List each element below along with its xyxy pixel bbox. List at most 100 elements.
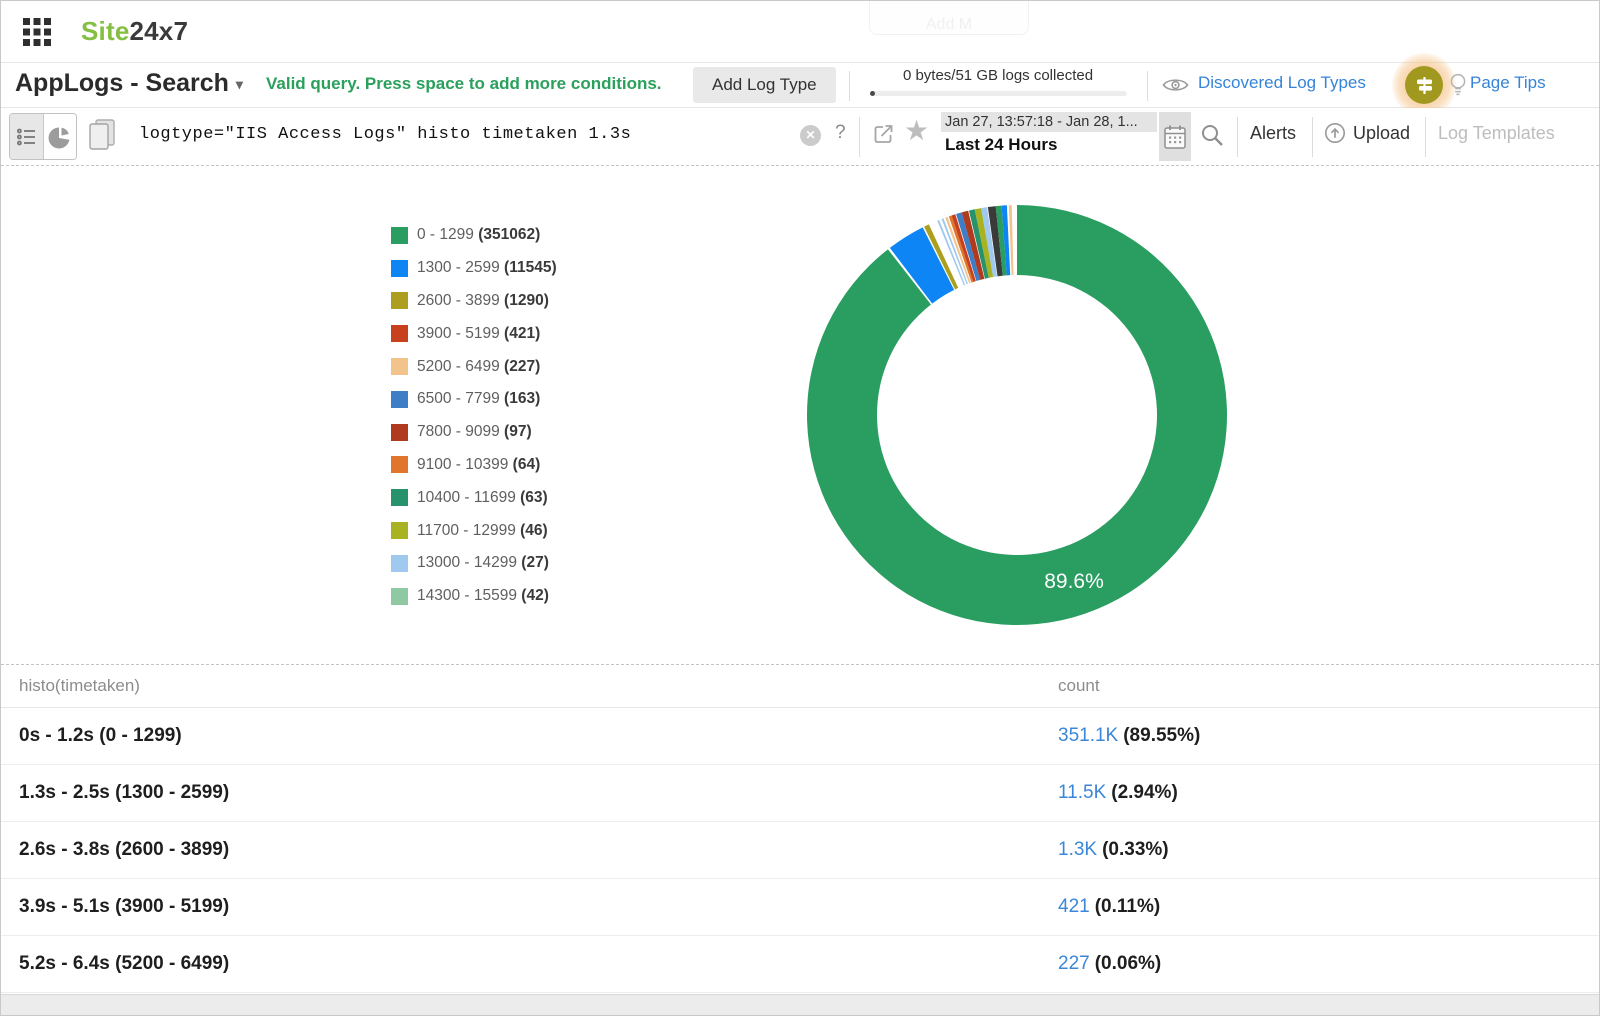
app-launcher-icon[interactable]	[23, 18, 51, 51]
bucket-cell: 5.2s - 6.4s (5200 - 6499)	[19, 953, 230, 974]
chart-view-button[interactable]	[43, 114, 76, 159]
count-link[interactable]: 1.3K	[1058, 839, 1098, 860]
guided-tour-badge[interactable]	[1405, 66, 1443, 104]
legend-item[interactable]: 11700 - 12999 (46)	[391, 514, 557, 547]
donut-segment[interactable]	[981, 207, 998, 278]
add-log-type-button[interactable]: Add Log Type	[693, 67, 836, 103]
table-row[interactable]: 3.9s - 5.1s (3900 - 5199) 421 (0.11%)	[1, 879, 1599, 936]
legend-item[interactable]: 7800 - 9099 (97)	[391, 416, 557, 449]
legend-swatch	[391, 292, 408, 310]
donut-segment[interactable]	[995, 205, 1007, 276]
chevron-down-icon: ▾	[235, 75, 243, 92]
donut-segment[interactable]	[948, 215, 974, 283]
donut-segment[interactable]	[974, 208, 994, 278]
list-view-button[interactable]	[10, 114, 43, 159]
table-row[interactable]: 0s - 1.2s (0 - 1299) 351.1K (89.55%)	[1, 708, 1599, 765]
donut-segment[interactable]	[956, 212, 981, 282]
alerts-button[interactable]: Alerts	[1250, 123, 1297, 143]
histogram-chart-panel: 0 - 1299 (351062) 1300 - 2599 (11545) 2600…	[1, 166, 1599, 664]
calendar-button[interactable]	[1159, 112, 1191, 161]
divider	[1147, 71, 1148, 101]
legend-swatch	[391, 325, 408, 343]
legend-label: 2600 - 3899 (1290)	[417, 291, 549, 309]
list-icon	[16, 128, 35, 145]
legend-swatch	[391, 226, 408, 244]
time-range-value: Jan 27, 13:57:18 - Jan 28, 1...	[941, 112, 1157, 132]
table-row[interactable]: 1.3s - 2.5s (1300 - 2599) 11.5K (2.94%)	[1, 765, 1599, 822]
table-row[interactable]: 2.6s - 3.8s (2600 - 3899) 1.3K (0.33%)	[1, 822, 1599, 879]
legend-item[interactable]: 2600 - 3899 (1290)	[391, 285, 557, 318]
legend-label: 7800 - 9099 (97)	[417, 423, 532, 441]
legend-label: 11700 - 12999 (46)	[417, 521, 548, 539]
discovered-log-types-link[interactable]: Discovered Log Types	[1198, 73, 1366, 92]
legend-label: 0 - 1299 (351062)	[417, 226, 541, 244]
legend-label: 13000 - 14299 (27)	[417, 554, 549, 572]
donut-segment[interactable]	[987, 206, 1003, 277]
page-title-dropdown[interactable]: AppLogs - Search ▾	[15, 69, 243, 97]
count-link[interactable]: 351.1K	[1058, 725, 1119, 746]
divider	[1312, 117, 1313, 157]
page-tips-highlight-glow	[1392, 53, 1456, 117]
log-templates-button: Log Templates	[1438, 123, 1555, 143]
search-toolbar: logtype="IIS Access Logs" histo timetake…	[1, 108, 1599, 166]
donut-segment[interactable]	[1001, 205, 1011, 276]
donut-segment[interactable]	[937, 219, 966, 286]
legend-item[interactable]: 9100 - 10399 (64)	[391, 449, 557, 482]
legend-swatch	[391, 554, 408, 572]
upload-button[interactable]: Upload	[1324, 122, 1410, 144]
count-cell: 351.1K (89.55%)	[1058, 725, 1200, 747]
table-header-row: histo(timetaken) count	[1, 665, 1599, 708]
search-icon	[1202, 125, 1223, 146]
logs-usage-label: 0 bytes/51 GB logs collected	[902, 67, 1094, 84]
divider	[859, 117, 860, 157]
search-query-input[interactable]: logtype="IIS Access Logs" histo timetake…	[139, 125, 632, 144]
saved-reports-button[interactable]	[87, 118, 117, 157]
divider	[1237, 117, 1238, 157]
legend-item[interactable]: 10400 - 11699 (63)	[391, 481, 557, 514]
legend-swatch	[391, 456, 408, 474]
legend-item[interactable]: 13000 - 14299 (27)	[391, 547, 557, 580]
legend-item[interactable]: 1300 - 2599 (11545)	[391, 252, 557, 285]
view-mode-toggle	[9, 113, 77, 160]
donut-segment[interactable]	[961, 210, 985, 280]
legend-label: 9100 - 10399 (64)	[417, 455, 541, 473]
donut-segment[interactable]	[941, 218, 968, 285]
bucket-cell: 1.3s - 2.5s (1300 - 2599)	[19, 782, 230, 803]
top-header-bar: Add M Site24x7	[1, 1, 1599, 63]
clear-query-icon[interactable]: ✕	[800, 125, 821, 146]
count-link[interactable]: 227	[1058, 953, 1090, 974]
column-header-count[interactable]: count	[1058, 676, 1100, 695]
time-range-picker[interactable]: Jan 27, 13:57:18 - Jan 28, 1... Last 24 …	[941, 112, 1157, 155]
donut-segment[interactable]	[1008, 205, 1014, 276]
donut-segment[interactable]	[968, 209, 989, 279]
count-link[interactable]: 11.5K	[1058, 782, 1107, 803]
donut-segment[interactable]	[889, 227, 955, 304]
legend-item[interactable]: 3900 - 5199 (421)	[391, 317, 557, 350]
upload-icon	[1325, 123, 1345, 143]
donut-segment[interactable]	[924, 224, 959, 290]
legend-swatch	[391, 522, 408, 540]
calendar-icon	[1164, 125, 1186, 149]
legend-swatch	[391, 587, 408, 605]
donut-segment[interactable]	[951, 214, 976, 282]
share-export-icon[interactable]	[872, 123, 895, 151]
run-search-button[interactable]	[1200, 123, 1225, 153]
legend-item[interactable]: 6500 - 7799 (163)	[391, 383, 557, 416]
site24x7-logo[interactable]: Site24x7	[81, 16, 189, 46]
percent-label: (0.33%)	[1102, 839, 1169, 860]
favorite-star-icon[interactable]: ★	[904, 115, 930, 146]
donut-segment[interactable]	[945, 216, 971, 284]
legend-item[interactable]: 5200 - 6499 (227)	[391, 350, 557, 383]
legend-swatch	[391, 489, 408, 507]
column-header-histo[interactable]: histo(timetaken)	[19, 676, 140, 695]
bucket-cell: 3.9s - 5.1s (3900 - 5199)	[19, 896, 230, 917]
legend-item[interactable]: 14300 - 15599 (42)	[391, 580, 557, 613]
query-help-icon[interactable]: ?	[835, 122, 846, 143]
legend-item[interactable]: 0 - 1299 (351062)	[391, 219, 557, 252]
chart-legend: 0 - 1299 (351062) 1300 - 2599 (11545) 2600…	[391, 219, 557, 613]
donut-segment[interactable]	[807, 205, 1227, 625]
fading-tooltip: Add M	[869, 1, 1029, 35]
count-link[interactable]: 421	[1058, 896, 1090, 917]
page-tips-link[interactable]: Page Tips	[1470, 73, 1546, 92]
table-row[interactable]: 5.2s - 6.4s (5200 - 6499) 227 (0.06%)	[1, 936, 1599, 993]
